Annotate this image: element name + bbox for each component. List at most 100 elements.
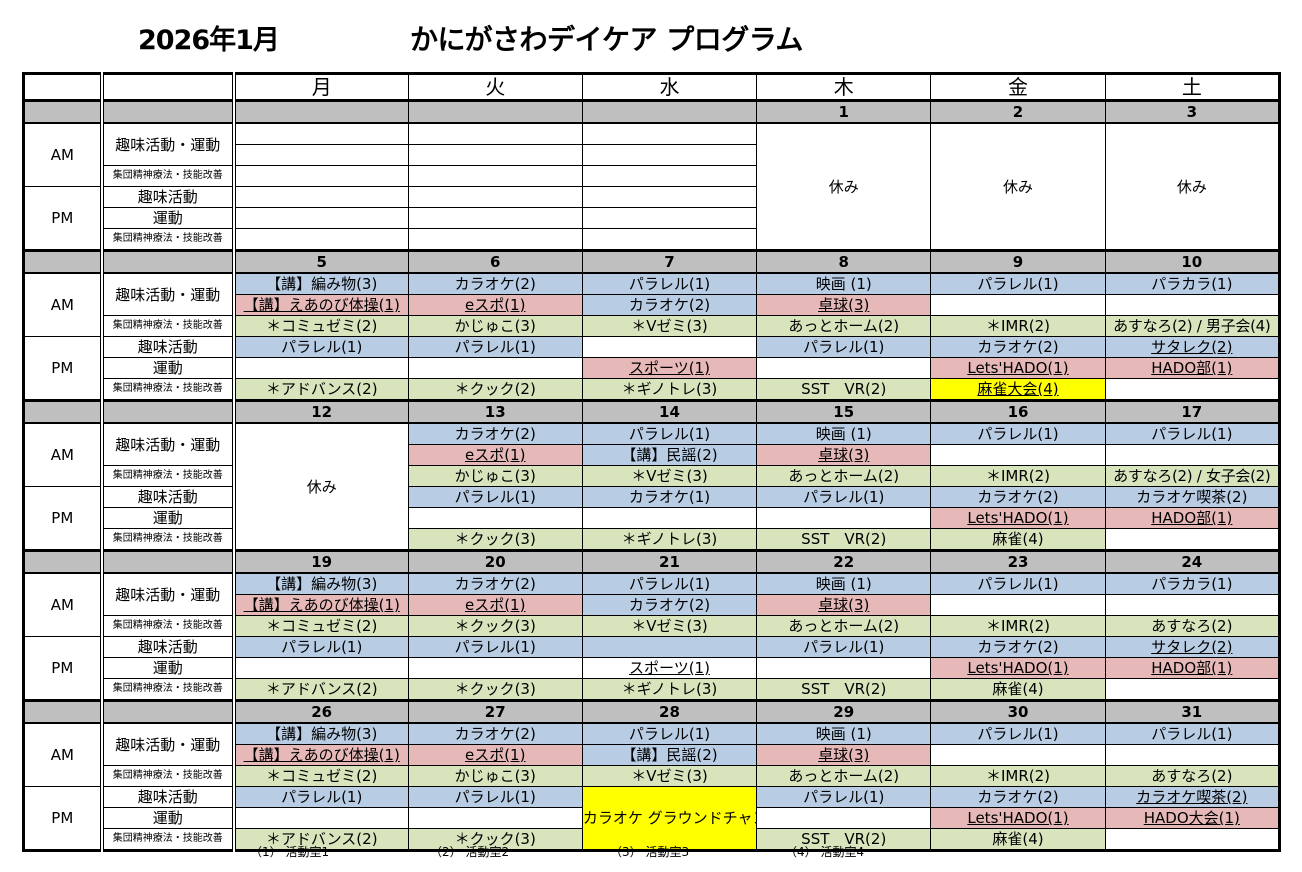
date-row-blank: [101, 699, 236, 724]
program-label: あっとホーム(2): [788, 317, 900, 335]
program-cell: パラレル(1): [581, 572, 758, 595]
program-label: パラレル(1): [454, 338, 536, 356]
program-label: Lets'HADO(1): [967, 809, 1069, 827]
program-cell: カラオケ(2): [930, 486, 1106, 508]
program-label: SST VR(2): [801, 530, 887, 548]
legend-room-4: （4） 活動室4: [785, 845, 865, 859]
program-label: あすなろ(2): [1151, 617, 1233, 635]
program-cell: ＊Vゼミ(3): [581, 465, 758, 487]
program-cell: パラレル(1): [581, 272, 758, 295]
program-cell: [930, 744, 1106, 766]
program-cell: あっとホーム(2): [756, 465, 932, 487]
program-cell: ＊アドバンス(2): [233, 828, 409, 851]
date-cell: 10: [1104, 249, 1281, 274]
program-label: SST VR(2): [801, 830, 887, 848]
program-cell: パラレル(1): [756, 636, 932, 658]
schedule-row: 集団精神療法・技能改善 ＊コミュゼミ(2) かじゅこ(3) ＊Vゼミ(3) あっとホーム…: [24, 315, 1281, 337]
program-label: パラレル(1): [628, 425, 711, 443]
program-label: サタレク(2): [1151, 638, 1233, 656]
program-label: 【講】編み物(3): [266, 725, 378, 743]
program-label: スポーツ(1): [629, 659, 710, 677]
program-cell: HADO大会(1): [1104, 807, 1281, 829]
date-cell: 21: [581, 549, 758, 574]
program-label: カラオケ(1): [628, 488, 711, 506]
program-cell: [1104, 294, 1281, 316]
program-label: カラオケ(2): [454, 725, 536, 743]
closed-day-cell: 休み: [1104, 122, 1281, 251]
program-cell: [756, 657, 932, 679]
program-cell: パラレル(1): [930, 272, 1106, 295]
category-label: 趣味活動・運動: [101, 572, 236, 616]
program-cell: [407, 657, 583, 679]
closed-day-cell: 休み: [233, 422, 409, 551]
date-cell: 28: [581, 699, 758, 724]
program-label: 休み: [1003, 177, 1034, 196]
program-cell: カラオケ グラウンドチャンピオン大会(1): [581, 786, 758, 851]
program-cell: Lets'HADO(1): [930, 657, 1106, 679]
program-label: 休み: [306, 477, 337, 496]
program-label: カラオケ喫茶(2): [1136, 488, 1248, 506]
date-cell: 3: [1104, 99, 1281, 124]
am-label: AM: [22, 122, 104, 187]
program-label: パラレル(1): [977, 725, 1059, 743]
program-cell: Lets'HADO(1): [930, 357, 1106, 379]
program-cell: 【講】編み物(3): [233, 722, 409, 745]
program-cell: カラオケ(2): [930, 636, 1106, 658]
schedule-row: PM 趣味活動 パラレル(1) パラレル(1) パラレル(1) カラオケ(2) サタレク(2…: [22, 336, 1281, 401]
schedule-row: 集団精神療法・技能改善 ＊コミュゼミ(2) かじゅこ(3) ＊Vゼミ(3) あっとホーム…: [24, 765, 1281, 787]
header-blank: [101, 73, 236, 102]
pm-label: PM: [22, 786, 104, 851]
week-date-row: 19 20 21 22 23 24: [22, 549, 1281, 574]
program-cell: カラオケ喫茶(2): [1104, 786, 1281, 808]
closed-day-cell: 休み: [930, 122, 1106, 251]
program-cell: カラオケ(2): [407, 272, 583, 295]
program-label: カラオケ(2): [977, 488, 1059, 506]
program-cell: サタレク(2): [1104, 636, 1281, 658]
pm-label: PM: [22, 336, 104, 401]
program-label: ＊コミュゼミ(2): [266, 767, 378, 785]
program-label: カラオケ(2): [977, 788, 1059, 806]
program-cell: [581, 507, 758, 529]
program-cell: ＊IMR(2): [930, 765, 1106, 787]
program-label: カラオケ(2): [628, 296, 711, 314]
schedule-row: PM 趣味活動 パラレル(1) カラオケ(1) パラレル(1) カラオケ(2) カラオケ喫茶…: [22, 486, 1281, 551]
program-label: SST VR(2): [801, 680, 887, 698]
program-label: あっとホーム(2): [788, 617, 900, 635]
program-label: 卓球(3): [818, 746, 870, 764]
program-label: ＊Vゼミ(3): [631, 467, 708, 485]
program-label: あっとホーム(2): [788, 767, 900, 785]
program-cell: あすなろ(2) / 男子会(4): [1104, 315, 1281, 337]
program-label: パラレル(1): [281, 338, 363, 356]
program-label: カラオケ(2): [454, 275, 536, 293]
program-cell: [407, 122, 583, 145]
program-cell: あすなろ(2) / 女子会(2): [1104, 465, 1281, 487]
week-date-row: 26 27 28 29 30 31: [22, 699, 1281, 724]
schedule-row: eスポ(1) 【講】民謡(2) 卓球(3): [24, 444, 1281, 466]
date-cell: 30: [930, 699, 1106, 724]
program-cell: [1104, 528, 1281, 551]
schedule-row: AM 趣味活動・運動 【講】編み物(3) カラオケ(2) パラレル(1) 映画 (1) パラ…: [22, 722, 1281, 787]
program-label: 麻雀(4): [992, 680, 1044, 698]
program-cell: あすなろ(2): [1104, 615, 1281, 637]
date-row-blank: [22, 549, 104, 574]
program-cell: 映画 (1): [756, 272, 932, 295]
program-cell: パラレル(1): [930, 722, 1106, 745]
program-cell: ＊IMR(2): [930, 615, 1106, 637]
program-label: ＊ギノトレ(3): [621, 680, 718, 698]
date-row-blank: [101, 249, 236, 274]
pm-label: PM: [22, 636, 104, 701]
program-cell: [407, 357, 583, 379]
program-cell: パラレル(1): [930, 422, 1106, 445]
program-cell: ＊コミュゼミ(2): [233, 615, 409, 637]
category-label: 運動: [101, 657, 236, 679]
program-cell: カラオケ(2): [407, 422, 583, 445]
program-label: パラレル(1): [803, 788, 885, 806]
schedule-row: 集団精神療法・技能改善 ＊アドバンス(2) ＊クック(2) ＊ギノトレ(3) SST V…: [24, 378, 1281, 401]
category-label: 集団精神療法・技能改善: [101, 528, 236, 551]
program-cell: [407, 165, 583, 187]
program-cell: カラオケ(2): [581, 294, 758, 316]
program-cell: パラレル(1): [930, 572, 1106, 595]
category-label: 集団精神療法・技能改善: [101, 465, 236, 487]
program-cell: パラレル(1): [407, 786, 583, 808]
legend-room-1: （1） 活動室1: [250, 845, 330, 859]
